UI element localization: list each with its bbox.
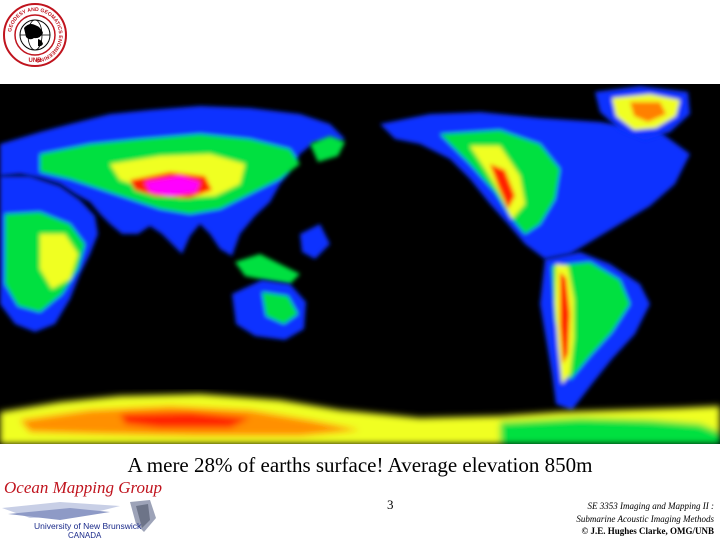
page-number: 3 — [387, 497, 394, 512]
landmass-antarctica — [0, 394, 720, 444]
ocean-mapping-swath-graphic — [2, 500, 156, 532]
landmass-greenland — [595, 86, 690, 140]
landmass-africa — [0, 176, 98, 332]
university-country: CANADA — [68, 531, 102, 540]
landmass-southeast-asia — [235, 136, 345, 284]
logo-unb-text: UNB — [29, 58, 43, 64]
slide-caption: A mere 28% of earths surface! Average el… — [127, 453, 593, 477]
course-line-2: Submarine Acoustic Imaging Methods — [576, 513, 714, 524]
landmass-south-america — [540, 252, 650, 410]
landmass-australia — [232, 280, 306, 340]
course-info: SE 3353 Imaging and Mapping II : Submari… — [576, 500, 714, 538]
copyright-line: © J.E. Hughes Clarke, OMG/UNB — [581, 526, 714, 536]
landmass-eurasia — [0, 106, 345, 256]
ocean-mapping-group-title: Ocean Mapping Group — [4, 478, 163, 497]
unb-geodesy-logo: GEODESY AND GEOMATICS ENGINEERING UNB — [3, 3, 67, 67]
university-name: University of New Brunswick — [34, 521, 142, 531]
globe-icon — [19, 19, 51, 51]
world-elevation-map — [0, 84, 720, 444]
landmass-north-america — [380, 112, 690, 259]
course-line-1: SE 3353 Imaging and Mapping II : — [587, 501, 714, 511]
